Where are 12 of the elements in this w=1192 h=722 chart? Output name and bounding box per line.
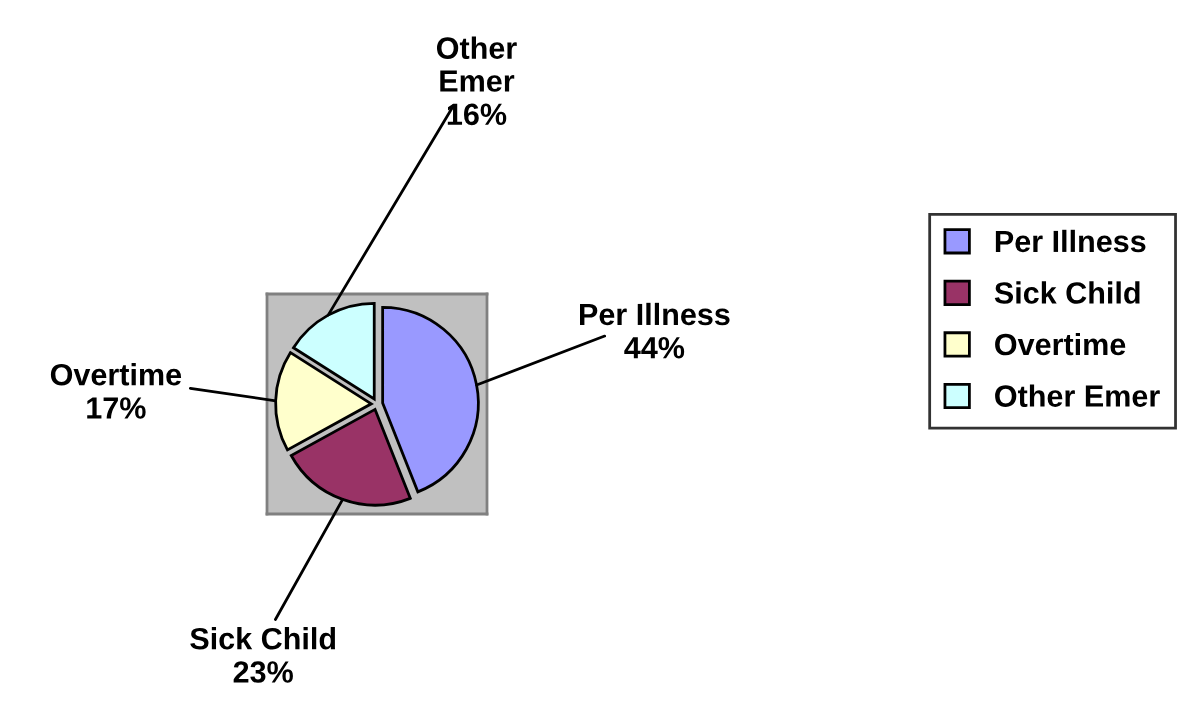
data-label: 44% — [624, 336, 685, 359]
data-label: 16% — [447, 103, 507, 126]
slice-label: Sick Child — [190, 627, 336, 650]
data-label: 17% — [87, 397, 146, 419]
slice-label: Overtime — [50, 363, 182, 386]
legend-label: Overtime — [995, 332, 1126, 356]
legend-label: Sick Child — [994, 281, 1140, 304]
slice-label: Per Illness — [580, 302, 730, 326]
legend-label: Per Illness — [995, 229, 1146, 253]
slice-label: Other Emer — [436, 36, 517, 92]
data-label: 23% — [233, 661, 293, 683]
legend-label: Other Emer — [995, 384, 1160, 407]
